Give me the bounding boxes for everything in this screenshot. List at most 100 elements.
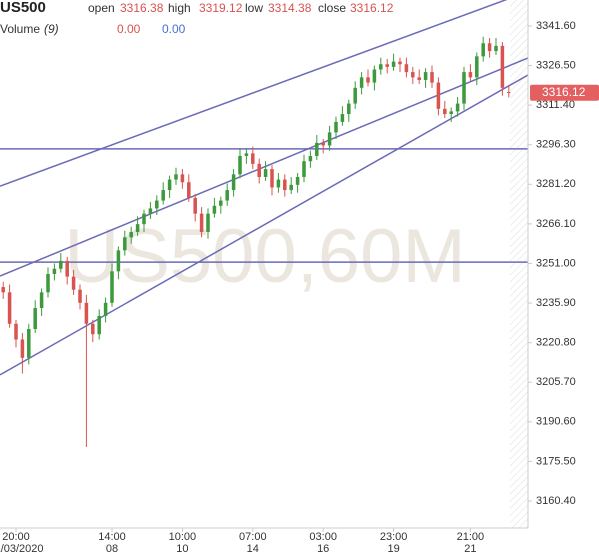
volume-period: (9)	[44, 22, 59, 36]
volume-value: 0.00	[117, 22, 141, 36]
y-tick-label: 3220.80	[536, 337, 576, 349]
x-tick-label: 21:00	[457, 531, 485, 543]
x-tick-label: 07:00	[239, 531, 267, 543]
candle-body	[39, 292, 44, 309]
candle-body	[372, 69, 377, 83]
candle-body	[20, 339, 25, 358]
watermark: US500,60M	[64, 214, 465, 299]
candle-body	[494, 45, 498, 52]
candle-body	[347, 103, 351, 115]
candle-body	[500, 45, 505, 88]
candle-body	[449, 111, 453, 115]
y-tick-label: 3175.50	[536, 455, 576, 467]
candle-body	[103, 302, 108, 316]
candle-body	[302, 161, 306, 177]
candle-body	[1, 287, 5, 293]
candle-body	[78, 289, 82, 303]
candle-body	[289, 184, 293, 191]
candle-body	[353, 87, 357, 104]
plot-area	[0, 0, 528, 447]
candle-body	[116, 250, 121, 272]
x-tick-label: 03:00	[309, 531, 337, 543]
x-tick-sublabel: 19	[387, 543, 399, 555]
symbol-title: US500	[0, 0, 46, 16]
candle-body	[340, 114, 345, 122]
candle-body	[65, 260, 69, 277]
x-tick-sublabel: 16	[317, 543, 329, 555]
candle-body	[238, 155, 242, 175]
close-value: 3316.12	[350, 1, 394, 15]
candle-body	[14, 323, 18, 340]
candle-body	[468, 72, 473, 78]
price-label-box	[530, 84, 599, 101]
volume-label: Volume	[0, 22, 40, 36]
trend-line	[0, 74, 528, 376]
future-area	[510, 0, 528, 528]
candle-body	[398, 61, 402, 65]
candle-body	[148, 208, 153, 214]
candle-body	[283, 179, 287, 191]
candle-body	[315, 142, 319, 156]
y-tick-label: 3311.40	[536, 99, 575, 111]
candle-body	[327, 132, 332, 146]
candle-body	[180, 174, 185, 183]
y-tick-label: 3341.60	[536, 20, 576, 32]
close-label: close	[318, 1, 346, 15]
candle-body	[475, 56, 479, 78]
y-tick-label: 3235.90	[536, 297, 576, 309]
x-tick-sublabel: 10	[176, 543, 188, 555]
candle-body	[59, 260, 63, 269]
candle-body	[231, 174, 236, 191]
candle-body	[257, 163, 261, 177]
y-tick-label: 3296.30	[536, 139, 576, 151]
candle-body	[366, 77, 370, 83]
y-tick-label: 3251.00	[536, 257, 576, 269]
candle-body	[455, 103, 460, 112]
candle-body	[436, 82, 441, 109]
y-tick-label: 3190.60	[536, 416, 576, 428]
candle-body	[219, 200, 223, 206]
x-tick-sublabel: 01/03/2020	[0, 543, 44, 555]
candle-body	[244, 153, 249, 156]
candle-body	[481, 43, 485, 57]
x-tick-label: 23:00	[380, 531, 408, 543]
x-tick-sublabel: 08	[106, 543, 118, 555]
candle-body	[46, 273, 50, 293]
candle-body	[417, 77, 421, 80]
candle-body	[135, 224, 140, 233]
candle-body	[443, 108, 447, 115]
candle-body	[385, 64, 389, 67]
volume-value: 0.00	[162, 22, 186, 36]
candle-body	[411, 72, 415, 78]
high-label: high	[168, 1, 191, 15]
candle-body	[155, 200, 159, 209]
candle-body	[84, 302, 89, 324]
candle-body	[308, 155, 313, 162]
candle-body	[507, 92, 511, 94]
y-tick-label: 3205.70	[536, 376, 576, 388]
low-value: 3314.38	[268, 1, 312, 15]
candle-body	[430, 72, 434, 83]
candle-body	[123, 237, 127, 251]
y-tick-label: 3160.40	[536, 495, 576, 507]
trend-line	[0, 0, 508, 187]
candle-body	[225, 190, 229, 201]
candle-body	[174, 174, 178, 180]
candle-body	[295, 176, 300, 185]
candle-body	[251, 153, 255, 164]
candle-body	[462, 72, 466, 104]
candle-body	[142, 213, 146, 225]
candle-body	[334, 121, 338, 133]
candle-body	[423, 72, 428, 80]
high-value: 3319.12	[199, 1, 243, 15]
x-tick-sublabel: 14	[247, 543, 259, 555]
open-label: open	[88, 1, 115, 15]
candle-body	[129, 232, 133, 238]
candle-body	[263, 169, 268, 177]
candle-body	[167, 179, 172, 191]
candle-body	[276, 179, 281, 188]
candle-body	[199, 213, 204, 233]
candle-body	[110, 271, 114, 303]
candle-body	[404, 64, 409, 73]
